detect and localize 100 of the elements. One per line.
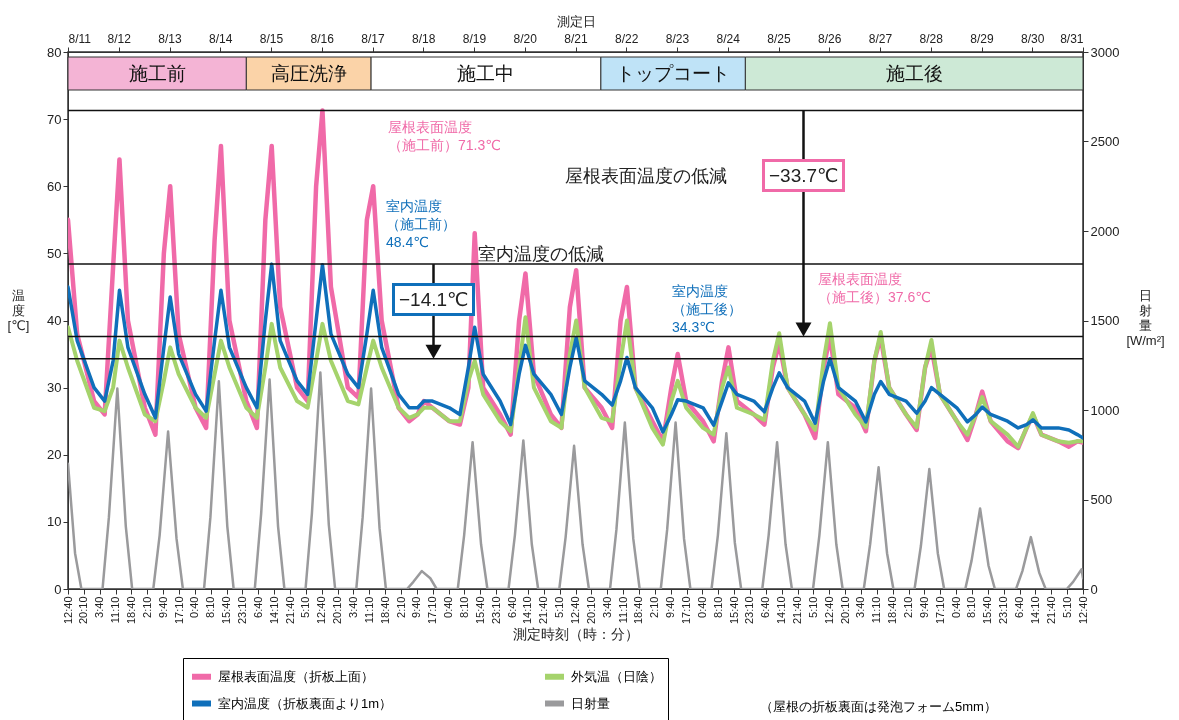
x2-tick-label: 8/31 bbox=[1060, 31, 1084, 46]
x2-axis-title: 測定日 bbox=[556, 13, 596, 29]
x-axis-title: 測定時刻（時：分） bbox=[513, 626, 639, 643]
x-tick-label: 18:40 bbox=[378, 596, 391, 625]
x-tick-label: 6:40 bbox=[251, 596, 264, 618]
x2-tick-label: 8/21 bbox=[564, 31, 588, 46]
y-tick-label: 0 bbox=[54, 581, 62, 597]
x-tick-label: 5:10 bbox=[299, 596, 312, 618]
x-tick-label: 8:10 bbox=[457, 596, 470, 618]
x-tick-label: 6:40 bbox=[1013, 596, 1026, 618]
y2-tick-label: 1000 bbox=[1090, 402, 1120, 418]
x-tick-label: 9:40 bbox=[156, 596, 169, 618]
x-tick-label: 18:40 bbox=[124, 596, 137, 625]
x-tick-label: 0:40 bbox=[442, 596, 455, 618]
x-tick-label: 17:10 bbox=[933, 596, 946, 625]
legend-label: 室内温度（折板裏面より1m） bbox=[218, 695, 393, 711]
legend-label: 外気温（日陰） bbox=[571, 668, 662, 684]
x-tick-label: 6:40 bbox=[505, 596, 518, 618]
x-tick-label: 12:40 bbox=[1076, 596, 1089, 625]
y-tick-label: 20 bbox=[47, 447, 62, 463]
legend-label: 日射量 bbox=[571, 695, 610, 711]
y-tick-label: 10 bbox=[47, 514, 62, 530]
x-tick-label: 11:10 bbox=[362, 596, 375, 624]
legend-label: 屋根表面温度（折板上面） bbox=[218, 668, 374, 684]
x-tick-label: 20:10 bbox=[77, 596, 90, 625]
x-tick-label: 17:10 bbox=[680, 596, 693, 625]
y-tick-label: 50 bbox=[47, 245, 62, 261]
x2-tick-label: 8/14 bbox=[209, 31, 233, 46]
x2-tick-label: 8/26 bbox=[818, 31, 842, 46]
annotation: 屋根表面温度の低減 bbox=[565, 165, 727, 187]
x-tick-label: 3:40 bbox=[346, 596, 359, 618]
y2-tick-label: 2500 bbox=[1090, 134, 1120, 149]
x-tick-label: 17:10 bbox=[426, 596, 439, 625]
x-tick-label: 17:10 bbox=[172, 596, 185, 625]
x-tick-label: 20:10 bbox=[838, 596, 851, 625]
y2-tick-label: 2000 bbox=[1090, 223, 1120, 239]
annotation: 室内温度の低減 bbox=[478, 243, 604, 265]
x2-tick-label: 8/20 bbox=[513, 31, 538, 46]
x-tick-label: 11:10 bbox=[616, 596, 629, 624]
y-tick-label: 30 bbox=[47, 380, 62, 396]
x-tick-label: 20:10 bbox=[331, 596, 344, 625]
x-tick-label: 18:40 bbox=[886, 596, 899, 625]
x-tick-label: 14:10 bbox=[267, 596, 280, 625]
x-tick-label: 0:40 bbox=[188, 596, 201, 618]
band-label: 高圧洗浄 bbox=[270, 63, 347, 84]
x-tick-label: 8:10 bbox=[965, 596, 978, 618]
y2-tick-label: 1500 bbox=[1090, 313, 1120, 328]
y-axis-title: 温度[℃] bbox=[7, 287, 30, 333]
x-tick-label: 21:40 bbox=[537, 596, 550, 625]
x2-tick-label: 8/29 bbox=[970, 31, 994, 46]
x-tick-label: 8:10 bbox=[204, 596, 217, 618]
text: （屋根の折板裏面は発泡フォーム5mm） bbox=[760, 698, 997, 716]
x-tick-label: 11:10 bbox=[870, 596, 883, 624]
y-tick-label: 70 bbox=[47, 111, 62, 127]
x-tick-label: 23:10 bbox=[235, 596, 248, 625]
x2-tick-label: 8/22 bbox=[615, 31, 639, 46]
x-tick-label: 8:10 bbox=[711, 596, 724, 618]
x-tick-label: 12:40 bbox=[315, 596, 328, 625]
x-tick-label: 14:10 bbox=[775, 596, 788, 625]
x-tick-label: 2:10 bbox=[394, 596, 407, 618]
x-tick-label: 21:40 bbox=[791, 596, 804, 625]
x-tick-label: 15:40 bbox=[473, 596, 486, 625]
x-tick-label: 23:10 bbox=[743, 596, 756, 625]
x-tick-label: 2:10 bbox=[140, 596, 153, 618]
band-label: トップコート bbox=[616, 63, 731, 84]
x-tick-label: 3:40 bbox=[600, 596, 613, 618]
x-tick-label: 2:10 bbox=[902, 596, 915, 618]
x2-tick-label: 8/30 bbox=[1021, 31, 1045, 46]
x2-tick-label: 8/11 bbox=[68, 31, 92, 46]
x-tick-label: 15:40 bbox=[220, 596, 233, 625]
x2-tick-label: 8/15 bbox=[259, 31, 284, 46]
x-tick-label: 0:40 bbox=[695, 596, 708, 618]
y2-tick-label: 0 bbox=[1090, 581, 1098, 597]
x-tick-label: 15:40 bbox=[727, 596, 740, 625]
x2-tick-label: 8/18 bbox=[412, 31, 436, 46]
band-label: 施工中 bbox=[457, 63, 515, 84]
x-tick-label: 5:10 bbox=[1060, 596, 1073, 618]
x2-tick-label: 8/28 bbox=[919, 31, 944, 46]
annotation: 室内温度（施工後）34.3℃ bbox=[672, 282, 742, 336]
x-tick-label: 20:10 bbox=[584, 596, 597, 625]
x-tick-label: 15:40 bbox=[981, 596, 994, 625]
y2-tick-label: 3000 bbox=[1090, 44, 1120, 60]
y-tick-label: 60 bbox=[47, 178, 62, 194]
x-tick-label: 21:40 bbox=[283, 596, 296, 625]
annotation: −33.7℃ bbox=[762, 159, 846, 192]
y-tick-label: 80 bbox=[47, 44, 62, 60]
band-label: 施工後 bbox=[885, 63, 943, 84]
x-tick-label: 9:40 bbox=[917, 596, 930, 618]
band-label: 施工前 bbox=[128, 63, 186, 84]
x2-tick-label: 8/13 bbox=[158, 31, 182, 46]
x-tick-label: 18:40 bbox=[632, 596, 645, 625]
x2-tick-label: 8/24 bbox=[716, 31, 741, 46]
annotation: 屋根表面温度（施工後）37.6℃ bbox=[818, 270, 931, 306]
x-tick-label: 3:40 bbox=[854, 596, 867, 618]
x-tick-label: 23:10 bbox=[997, 596, 1010, 625]
x2-tick-label: 8/23 bbox=[665, 31, 690, 46]
x-tick-label: 11:10 bbox=[109, 596, 122, 624]
annotation: 室内温度（施工前）48.4℃ bbox=[386, 197, 456, 251]
x-tick-label: 9:40 bbox=[410, 596, 423, 618]
annotation: −14.1℃ bbox=[392, 283, 476, 316]
